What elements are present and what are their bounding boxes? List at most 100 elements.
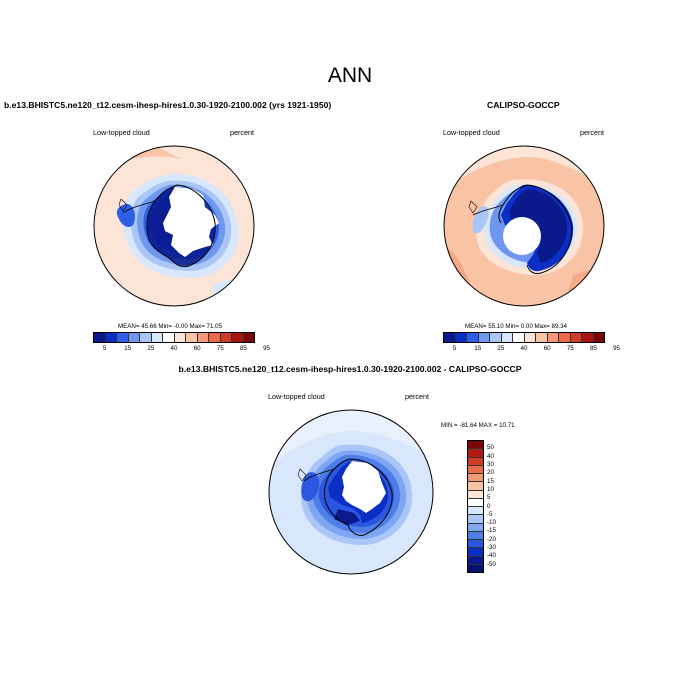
colorbar-tick-label: 95	[263, 345, 271, 352]
colorbar-swatch	[547, 333, 559, 342]
colorbar-obs: 5 15 25 40 60 75 85 95	[443, 332, 620, 353]
main-title: ANN	[327, 64, 373, 87]
colorbar-swatch	[513, 333, 525, 342]
colorbar-swatch	[174, 333, 186, 342]
colorbar-swatch	[468, 531, 483, 540]
colorbar-swatch	[582, 333, 594, 342]
colorbar-tick-label: 85	[239, 345, 247, 352]
colorbar-swatch	[163, 333, 175, 342]
colorbar-swatch	[490, 333, 502, 342]
colorbar-swatch	[128, 333, 140, 342]
colorbar-tick-label: 0	[487, 502, 491, 510]
colorbar-tick-label: 25	[147, 345, 155, 352]
colorbar-tick-label: 5	[452, 345, 457, 352]
colorbar-swatch	[478, 333, 490, 342]
panel-model-units-label: percent	[230, 128, 254, 137]
colorbar-swatch	[468, 465, 483, 474]
colorbar-swatch	[468, 540, 483, 549]
colorbar-tick-label: 20	[487, 469, 494, 477]
panel-obs-title: CALIPSO-GOCCP	[487, 100, 560, 110]
colorbar-difference-swatches	[467, 440, 484, 573]
panel-model-variable-label: Low-topped cloud	[93, 128, 150, 137]
colorbar-model-swatches	[93, 332, 255, 343]
colorbar-tick-label: 60	[193, 345, 201, 352]
colorbar-tick-label: 30	[487, 460, 494, 468]
colorbar-tick-label: 75	[216, 345, 224, 352]
colorbar-swatch	[468, 523, 483, 532]
colorbar-swatch	[524, 333, 536, 342]
colorbar-swatch	[232, 333, 244, 342]
colorbar-model: 5 15 25 40 60 75 85 95	[93, 332, 270, 353]
colorbar-swatch	[468, 457, 483, 466]
colorbar-tick-label: 5	[102, 345, 107, 352]
colorbar-tick-label: 25	[497, 345, 505, 352]
colorbar-swatch	[455, 333, 467, 342]
colorbar-swatch	[117, 333, 129, 342]
colorbar-swatch	[468, 515, 483, 524]
colorbar-swatch	[501, 333, 513, 342]
colorbar-obs-swatches	[443, 332, 605, 343]
panel-model-title: b.e13.BHISTC5.ne120_t12.cesm-ihesp-hires…	[4, 100, 332, 110]
colorbar-obs-labels: 5 15 25 40 60 75 85 95	[443, 345, 620, 353]
colorbar-swatch	[197, 333, 209, 342]
colorbar-tick-label: 10	[487, 485, 494, 493]
colorbar-tick-label: 60	[543, 345, 551, 352]
colorbar-swatch	[468, 474, 483, 483]
panel-diff-variable-label: Low-topped cloud	[268, 392, 325, 401]
colorbar-tick-label: 85	[589, 345, 597, 352]
colorbar-tick-label: -5	[487, 510, 493, 518]
panel-diff-title: b.e13.BHISTC5.ne120_t12.cesm-ihesp-hires…	[178, 364, 522, 374]
colorbar-difference: 50 40 30 20 15 10 5 0 -5 -10 -15 -20 -30 -40 -50	[467, 440, 514, 573]
colorbar-swatch	[559, 333, 571, 342]
colorbar-swatch	[570, 333, 582, 342]
colorbar-swatch	[468, 441, 483, 450]
colorbar-tick-label: -15	[487, 527, 496, 535]
colorbar-swatch	[468, 490, 483, 499]
colorbar-tick-label: 40	[170, 345, 178, 352]
polar-map-obs	[443, 145, 605, 307]
colorbar-swatch	[243, 333, 254, 342]
colorbar-tick-label: 15	[124, 345, 132, 352]
colorbar-swatch	[468, 498, 483, 507]
colorbar-swatch	[444, 333, 456, 342]
panel-obs-units-label: percent	[580, 128, 604, 137]
colorbar-swatch	[140, 333, 152, 342]
colorbar-swatch	[467, 333, 479, 342]
colorbar-tick-label: 40	[487, 452, 494, 460]
colorbar-swatch	[151, 333, 163, 342]
colorbar-model-labels: 5 15 25 40 60 75 85 95	[93, 345, 270, 353]
colorbar-swatch	[468, 507, 483, 516]
colorbar-swatch	[209, 333, 221, 342]
colorbar-swatch	[468, 556, 483, 565]
colorbar-swatch	[94, 333, 106, 342]
colorbar-swatch	[186, 333, 198, 342]
colorbar-tick-label: -50	[487, 560, 496, 568]
colorbar-tick-label: -40	[487, 552, 496, 560]
colorbar-swatch	[468, 482, 483, 491]
panel-model-stats: MEAN= 45.66 Min= -0.00 Max= 71.05	[118, 323, 223, 330]
panel-diff-stats: MIN = -81.64 MAX = 10.71	[441, 422, 515, 429]
colorbar-tick-label: 95	[613, 345, 621, 352]
colorbar-swatch	[468, 548, 483, 557]
panel-diff-units-label: percent	[405, 392, 429, 401]
colorbar-tick-label: 5	[487, 494, 491, 502]
polar-map-model	[93, 145, 255, 307]
colorbar-tick-label: -20	[487, 535, 496, 543]
colorbar-tick-label: 15	[487, 477, 494, 485]
colorbar-tick-label: -30	[487, 544, 496, 552]
colorbar-tick-label: 15	[474, 345, 482, 352]
colorbar-tick-label: -10	[487, 519, 496, 527]
colorbar-tick-label: 40	[520, 345, 528, 352]
colorbar-swatch	[468, 449, 483, 458]
colorbar-tick-label: 75	[566, 345, 574, 352]
panel-obs-stats: MEAN= 55.10 Min= 0.00 Max= 89.34	[465, 323, 567, 330]
colorbar-swatch	[220, 333, 232, 342]
colorbar-tick-label: 50	[487, 444, 494, 452]
colorbar-swatch	[468, 564, 483, 572]
colorbar-swatch	[105, 333, 117, 342]
colorbar-swatch	[536, 333, 548, 342]
colorbar-swatch	[593, 333, 604, 342]
panel-obs-variable-label: Low-topped cloud	[443, 128, 500, 137]
polar-map-difference	[268, 409, 434, 575]
colorbar-difference-labels: 50 40 30 20 15 10 5 0 -5 -10 -15 -20 -30 -40 -50	[484, 440, 514, 573]
